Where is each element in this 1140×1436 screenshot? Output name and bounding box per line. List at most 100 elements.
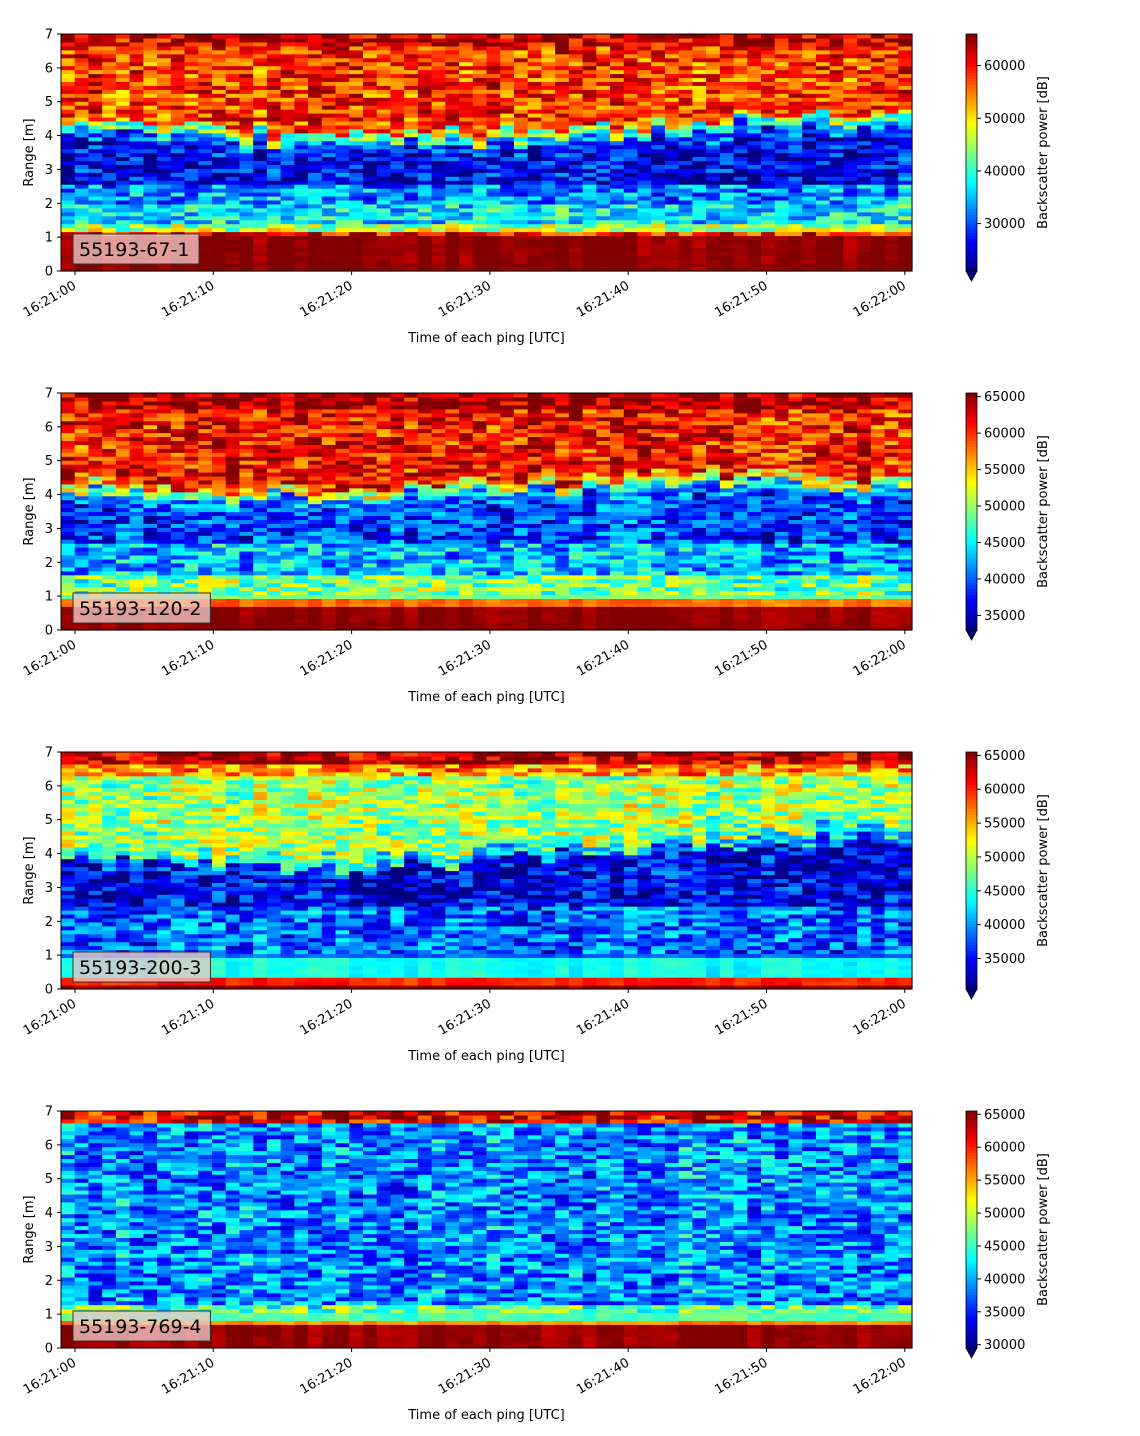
heatmap-cell	[211, 570, 227, 576]
heatmap-cell	[308, 602, 323, 607]
heatmap-cell	[610, 243, 625, 248]
heatmap-cell	[445, 73, 460, 79]
heatmap-cell	[198, 416, 213, 422]
heatmap-cell	[788, 128, 803, 134]
heatmap-cell	[143, 574, 158, 580]
heatmap-cell	[74, 215, 90, 221]
heatmap-cell	[184, 444, 199, 449]
heatmap-cell	[541, 49, 556, 55]
heatmap-cell	[404, 116, 419, 122]
heatmap-cell	[266, 53, 282, 59]
heatmap-cell	[829, 235, 844, 240]
colorbar-segment	[966, 176, 977, 180]
heatmap-cell	[761, 132, 776, 138]
heatmap-cell	[596, 247, 611, 252]
heatmap-cell	[500, 215, 515, 221]
heatmap-cell	[294, 582, 309, 588]
heatmap-cell	[308, 527, 323, 532]
heatmap-cell	[129, 215, 144, 221]
heatmap-cell	[788, 34, 803, 39]
heatmap-cell	[253, 37, 268, 43]
heatmap-cell	[706, 37, 721, 43]
heatmap-cell	[870, 120, 886, 126]
heatmap-cell	[884, 239, 899, 244]
heatmap-cell	[280, 136, 295, 142]
heatmap-cell	[417, 207, 433, 213]
heatmap-cell	[308, 73, 323, 79]
heatmap-cell	[706, 219, 721, 225]
heatmap-cell	[184, 456, 199, 461]
heatmap-cell	[211, 444, 227, 449]
heatmap-cell	[733, 53, 748, 59]
heatmap-cell	[527, 267, 543, 272]
heatmap-cell	[774, 136, 790, 142]
heatmap-cell	[74, 77, 90, 82]
heatmap-cell	[239, 136, 254, 142]
heatmap-cell	[747, 239, 762, 244]
heatmap-cell	[253, 239, 268, 244]
heatmap-cell	[143, 34, 158, 39]
heatmap-cell	[198, 507, 213, 513]
heatmap-cell	[857, 65, 872, 71]
heatmap-cell	[225, 535, 241, 540]
heatmap-cell	[555, 203, 570, 209]
heatmap-cell	[170, 57, 186, 63]
heatmap-cell	[445, 251, 460, 256]
heatmap-cell	[74, 168, 90, 173]
heatmap-cell	[857, 116, 872, 122]
colorbar-segment	[966, 217, 977, 222]
heatmap-cell	[651, 116, 666, 122]
heatmap-cell	[376, 168, 392, 173]
heatmap-cell	[719, 61, 735, 67]
heatmap-cell	[294, 203, 309, 209]
heatmap-cell	[417, 164, 433, 169]
heatmap-cell	[472, 235, 488, 240]
heatmap-cell	[664, 223, 680, 229]
heatmap-cell	[692, 136, 707, 142]
heatmap-cell	[239, 113, 254, 118]
heatmap-cell	[500, 81, 515, 86]
heatmap-cell	[555, 255, 570, 260]
heatmap-cell	[774, 211, 790, 217]
heatmap-cell	[664, 235, 680, 240]
heatmap-cell	[623, 136, 639, 142]
heatmap-cell	[678, 239, 693, 244]
heatmap-cell	[664, 132, 680, 138]
heatmap-cell	[266, 85, 282, 90]
heatmap-cell	[472, 97, 488, 102]
heatmap-cell	[582, 34, 597, 39]
heatmap-cell	[129, 539, 144, 544]
heatmap-cell	[61, 49, 76, 55]
heatmap-cell	[623, 116, 639, 122]
heatmap-cell	[184, 136, 199, 142]
heatmap-cell	[843, 89, 858, 94]
heatmap-cell	[225, 89, 241, 94]
heatmap-cell	[61, 578, 76, 584]
heatmap-cell	[294, 590, 309, 596]
plot-frame	[60, 33, 913, 272]
heatmap-cell	[211, 460, 227, 465]
heatmap-cell	[390, 211, 405, 217]
heatmap-cell	[184, 168, 199, 173]
heatmap-cell	[706, 184, 721, 189]
heatmap-cell	[74, 188, 90, 193]
heatmap-cell	[719, 156, 735, 161]
heatmap-cell	[610, 73, 625, 79]
heatmap-cell	[706, 57, 721, 63]
heatmap-cell	[761, 85, 776, 90]
heatmap-cell	[417, 172, 433, 177]
heatmap-cell	[692, 116, 707, 122]
heatmap-cell	[225, 37, 241, 43]
heatmap-cell	[88, 527, 103, 532]
heatmap-cell	[129, 479, 144, 485]
heatmap-cell	[362, 132, 378, 138]
heatmap-cell	[678, 132, 693, 138]
heatmap-cell	[198, 247, 213, 252]
heatmap-cell	[294, 578, 309, 584]
heatmap-cell	[541, 223, 556, 229]
heatmap-cell	[88, 148, 103, 154]
colorbar-segment	[966, 131, 977, 136]
heatmap-cell	[143, 89, 158, 94]
heatmap-cell	[102, 211, 117, 217]
heatmap-cell	[857, 251, 872, 256]
